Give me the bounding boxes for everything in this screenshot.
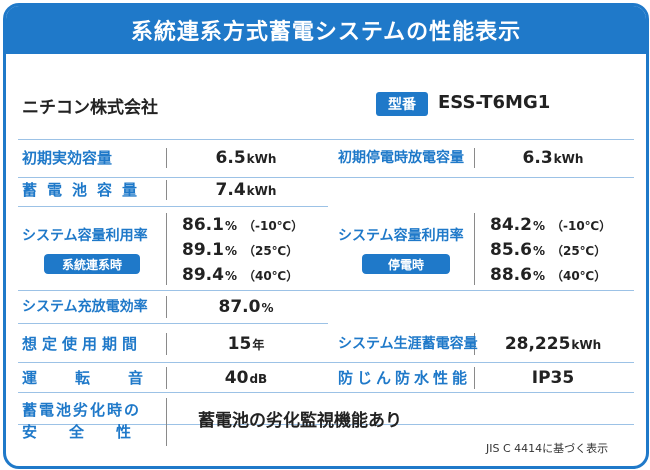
initial-capacity-value: 6.5 kWh: [215, 148, 277, 168]
waterproof-value: IP35: [531, 368, 575, 388]
lifetime-storage-label: システム生涯蓄電容量: [338, 336, 478, 352]
utilization-grid-row: 89.4% （40℃）: [182, 265, 299, 285]
footnote: JIS C 4414に基づく表示: [486, 442, 609, 455]
noise-label: 運転音: [22, 369, 182, 387]
column-separator: [166, 148, 167, 168]
utilization-grid-values: 86.1% （-10℃） 89.1% （25℃） 89.4% （40℃）: [182, 215, 303, 290]
maker-name: ニチコン株式会社: [22, 98, 158, 118]
utilization-outage-values: 84.2% （-10℃） 85.6% （25℃） 88.6% （40℃）: [490, 215, 611, 290]
row-divider: [18, 139, 634, 140]
column-separator: [166, 213, 167, 285]
utilization-outage-row: 88.6% （40℃）: [490, 265, 607, 285]
initial-capacity-label: 初期実効容量: [22, 149, 113, 167]
degradation-safety-value: 蓄電池の劣化監視機能あり: [198, 411, 402, 431]
column-separator: [166, 333, 167, 355]
initial-outage-capacity-label: 初期停電時放電容量: [338, 150, 464, 166]
column-separator: [166, 180, 167, 200]
grid-connected-badge: 系統連系時: [44, 254, 140, 274]
waterproof-label: 防じん防水性能: [338, 369, 472, 387]
service-life-value: 15 年: [227, 334, 265, 354]
row-divider: [18, 177, 634, 178]
noise-value: 40 dB: [224, 368, 268, 388]
performance-card: 系統連系方式蓄電システムの性能表示 ニチコン株式会社 型番 ESS-T6MG1 …: [3, 3, 649, 469]
initial-outage-capacity-value: 6.3 kWh: [522, 148, 584, 168]
battery-capacity-label: 蓄電池容量: [22, 181, 148, 199]
charge-efficiency-label: システム充放電効率: [22, 299, 148, 315]
row-divider: [18, 424, 634, 425]
column-separator: [474, 333, 475, 355]
row-divider: [18, 206, 328, 207]
utilization-grid-row: 86.1% （-10℃）: [182, 215, 304, 235]
row-divider: [18, 323, 328, 324]
lifetime-storage-value: 28,225 kWh: [504, 334, 602, 354]
column-separator: [166, 398, 167, 446]
degradation-safety-label-line2: 安全性: [22, 423, 164, 441]
column-separator: [166, 367, 167, 389]
utilization-outage-label: システム容量利用率: [338, 228, 464, 244]
charge-efficiency-value: 87.0%: [218, 297, 274, 317]
model-badge: 型番: [376, 92, 428, 116]
row-divider: [18, 362, 634, 363]
battery-capacity-value: 7.4 kWh: [215, 180, 277, 200]
column-separator: [474, 367, 475, 389]
row-divider: [18, 290, 634, 291]
degradation-safety-label: 蓄電池劣化時の: [22, 401, 142, 419]
utilization-grid-label: システム容量利用率: [22, 228, 148, 244]
column-separator: [474, 148, 475, 168]
model-number: ESS-T6MG1: [438, 92, 551, 113]
service-life-label: 想定使用期間: [22, 335, 143, 353]
outage-badge: 停電時: [362, 254, 450, 274]
utilization-outage-row: 85.6% （25℃）: [490, 240, 607, 260]
row-divider: [18, 392, 634, 393]
column-separator: [474, 213, 475, 285]
column-separator: [166, 296, 167, 318]
utilization-outage-row: 84.2% （-10℃）: [490, 215, 612, 235]
utilization-grid-row: 89.1% （25℃）: [182, 240, 299, 260]
card-title: 系統連系方式蓄電システムの性能表示: [6, 6, 646, 54]
